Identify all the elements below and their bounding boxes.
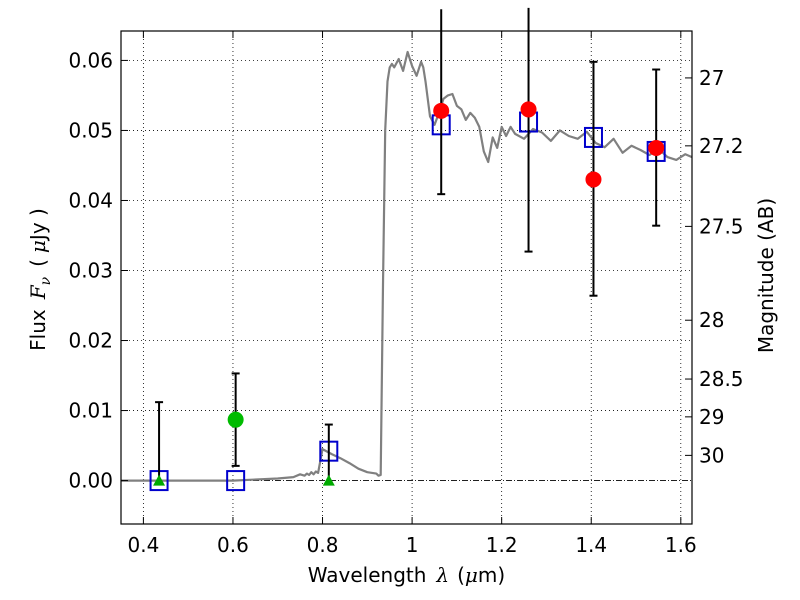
- magnitude-tick-label: 30: [699, 443, 724, 467]
- magnitude-tick-label: 29: [699, 405, 724, 429]
- x-tick-label: 1.2: [486, 533, 518, 557]
- x-tick-label: 0.6: [217, 533, 249, 557]
- plot-frame: [120, 30, 693, 525]
- y-tick-label: 0.01: [68, 399, 113, 423]
- x-tick-label: 0.8: [307, 533, 339, 557]
- detection-point: [520, 101, 537, 118]
- y-axis-title: FluxFν(μJy ): [26, 208, 54, 351]
- data-marks-layer: [149, 7, 666, 492]
- x-axis-title: Wavelength λ (μm): [308, 563, 505, 587]
- model-photometry-square: [226, 470, 246, 492]
- detection-point: [648, 139, 665, 156]
- detection-point: [433, 102, 450, 119]
- magnitude-tick-label: 28: [699, 308, 724, 332]
- model-sed-layer: [121, 50, 693, 482]
- model-sed-line: [121, 50, 693, 482]
- magnitude-tick-label: 27.2: [699, 134, 744, 158]
- y-tick-label: 0.04: [68, 188, 113, 212]
- x-tick-label: 1: [406, 533, 419, 557]
- y-tick-label: 0.05: [68, 118, 113, 142]
- magnitude-tick-label: 27: [699, 66, 724, 90]
- magnitude-tick-label: 27.5: [699, 214, 744, 238]
- grid: [121, 31, 692, 524]
- y-tick-label: 0.02: [68, 329, 113, 353]
- y-tick-label: 0.03: [68, 258, 113, 282]
- optical-detection-point: [227, 411, 244, 428]
- magnitude-axis-title: Magnitude (AB): [754, 198, 778, 353]
- detection-point: [585, 171, 602, 188]
- magnitude-tick-label: 28.5: [699, 367, 744, 391]
- x-tick-label: 0.4: [127, 533, 159, 557]
- y-tick-label: 0.06: [68, 48, 113, 72]
- ticks: 0.4 0.6 0.8 1 1.2 1.4 1.6 0.00 0.01 0.02 0.03 0.04 0…: [68, 31, 744, 557]
- non-detection-triangle: [322, 474, 335, 486]
- x-tick-label: 1.4: [575, 533, 607, 557]
- y-tick-label: 0.00: [68, 469, 113, 493]
- non-detection-triangle: [153, 474, 166, 486]
- x-tick-label: 1.6: [665, 533, 697, 557]
